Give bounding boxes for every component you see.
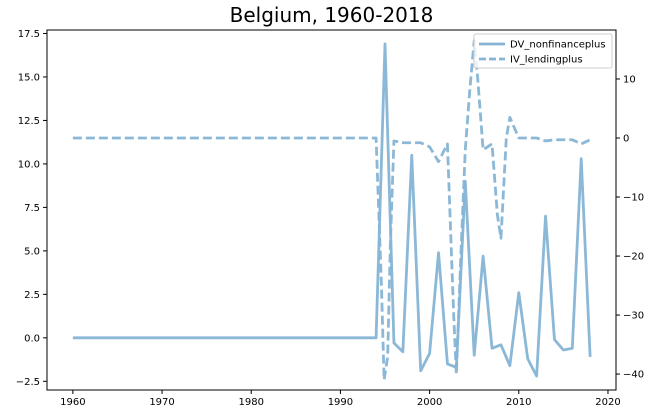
right-y-tick-label: −20 bbox=[623, 252, 644, 263]
right-y-axis: −40 −30 −20 −10 0 10 bbox=[616, 74, 644, 381]
left-y-tick-label: 12.5 bbox=[18, 116, 40, 127]
x-tick-label: 1960 bbox=[60, 397, 85, 408]
left-y-tick-label: 7.5 bbox=[24, 203, 40, 214]
right-y-tick-label: −10 bbox=[623, 193, 644, 204]
left-y-tick-label: 0.0 bbox=[24, 333, 40, 344]
left-y-tick-label: 10.0 bbox=[18, 159, 40, 170]
legend-label-iv-lendingplus: IV_lendingplus bbox=[510, 55, 583, 66]
left-y-tick-label: 5.0 bbox=[24, 246, 40, 257]
series-layer bbox=[72, 39, 592, 382]
left-y-tick-label: 15.0 bbox=[18, 72, 40, 83]
x-tick-label: 1980 bbox=[239, 397, 264, 408]
right-y-tick-label: −30 bbox=[623, 311, 644, 322]
series-line-iv-lendingplus bbox=[72, 39, 591, 382]
legend-label-dv-nonfinanceplus: DV_nonfinanceplus bbox=[510, 40, 606, 51]
chart-title: Belgium, 1960-2018 bbox=[230, 3, 434, 27]
x-tick-label: 1970 bbox=[149, 397, 174, 408]
legend-box bbox=[473, 33, 613, 69]
left-y-tick-label: −2.5 bbox=[16, 377, 40, 388]
x-tick-label: 2010 bbox=[506, 397, 531, 408]
plot-frame bbox=[46, 29, 617, 391]
right-y-tick-label: 10 bbox=[623, 74, 636, 85]
left-y-tick-label: 17.5 bbox=[18, 29, 40, 40]
x-axis: 1960 1970 1980 1990 2000 2010 2020 bbox=[60, 390, 621, 408]
legend: DV_nonfinanceplus IV_lendingplus bbox=[473, 33, 613, 69]
left-y-axis: −2.5 0.0 2.5 5.0 7.5 10.0 12.5 15.0 17.5 bbox=[16, 29, 47, 388]
left-y-tick-label: 2.5 bbox=[24, 290, 40, 301]
right-y-tick-label: −40 bbox=[623, 370, 644, 381]
right-y-tick-label: 0 bbox=[623, 134, 629, 145]
series-line-dv-nonfinanceplus bbox=[72, 42, 592, 378]
x-tick-label: 2000 bbox=[417, 397, 442, 408]
x-tick-label: 2020 bbox=[595, 397, 620, 408]
x-tick-label: 1990 bbox=[328, 397, 353, 408]
